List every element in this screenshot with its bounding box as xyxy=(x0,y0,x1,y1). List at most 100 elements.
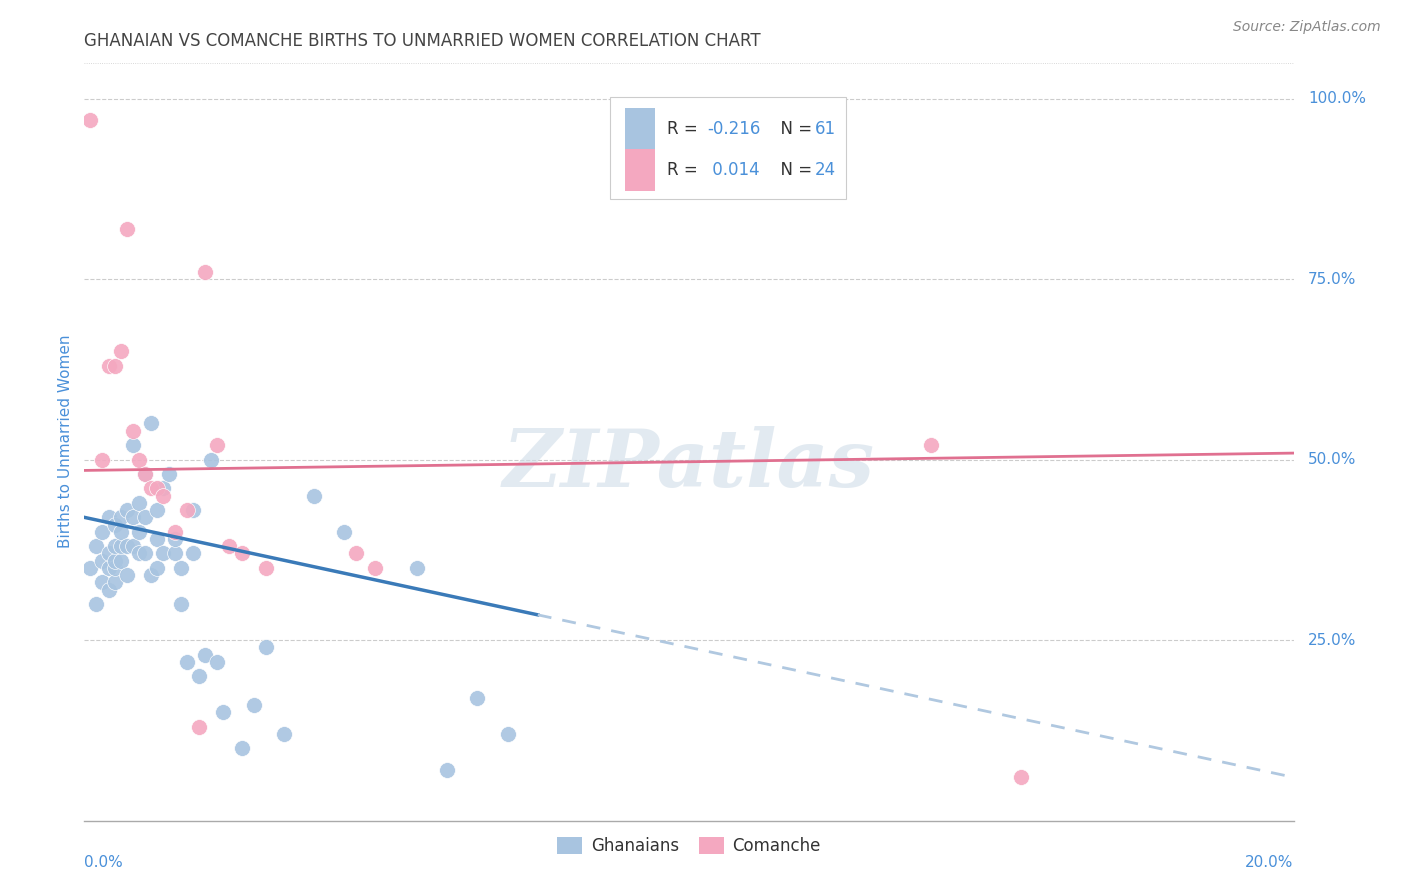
Point xyxy=(104,554,127,568)
Text: 75.0%: 75.0% xyxy=(1308,271,1357,286)
Point xyxy=(406,561,429,575)
Point xyxy=(273,727,295,741)
Point xyxy=(110,524,132,539)
Point xyxy=(86,539,108,553)
Point xyxy=(115,503,138,517)
Legend: Ghanaians, Comanche: Ghanaians, Comanche xyxy=(551,830,827,862)
Point xyxy=(333,524,356,539)
Point xyxy=(181,503,204,517)
Point xyxy=(157,467,180,481)
Point xyxy=(121,510,143,524)
Point xyxy=(231,741,253,756)
Point xyxy=(170,597,193,611)
Point xyxy=(115,568,138,582)
Text: R =: R = xyxy=(668,120,703,138)
Point xyxy=(165,524,187,539)
Point xyxy=(170,561,193,575)
Text: GHANAIAN VS COMANCHE BIRTHS TO UNMARRIED WOMEN CORRELATION CHART: GHANAIAN VS COMANCHE BIRTHS TO UNMARRIED… xyxy=(84,32,761,50)
Point xyxy=(134,467,156,481)
Point xyxy=(496,727,519,741)
Point xyxy=(91,554,114,568)
Point xyxy=(104,359,127,373)
Point xyxy=(110,344,132,359)
Text: 50.0%: 50.0% xyxy=(1308,452,1357,467)
Point xyxy=(139,417,162,431)
Point xyxy=(128,524,150,539)
Point xyxy=(104,575,127,590)
Point xyxy=(134,546,156,560)
Text: N =: N = xyxy=(770,120,817,138)
Point xyxy=(91,575,114,590)
FancyBboxPatch shape xyxy=(624,149,655,191)
Text: 100.0%: 100.0% xyxy=(1308,91,1367,106)
Point xyxy=(152,546,174,560)
Point xyxy=(104,561,127,575)
Point xyxy=(128,546,150,560)
Text: 20.0%: 20.0% xyxy=(1246,855,1294,870)
Point xyxy=(128,496,150,510)
Point xyxy=(363,561,385,575)
Point xyxy=(181,546,204,560)
Point xyxy=(121,539,143,553)
Point xyxy=(146,532,169,546)
Point xyxy=(128,452,150,467)
Point xyxy=(97,510,120,524)
Text: ZIPatlas: ZIPatlas xyxy=(503,425,875,503)
Point xyxy=(254,561,277,575)
Point xyxy=(79,113,101,128)
Point xyxy=(121,438,143,452)
Point xyxy=(86,597,108,611)
Text: R =: R = xyxy=(668,161,703,179)
Point xyxy=(188,669,211,683)
Text: 61: 61 xyxy=(814,120,835,138)
Point xyxy=(920,438,942,452)
Point xyxy=(97,582,120,597)
Point xyxy=(146,503,169,517)
Point xyxy=(134,510,156,524)
Point xyxy=(146,482,169,496)
Point xyxy=(302,489,325,503)
Point xyxy=(91,524,114,539)
Text: -0.216: -0.216 xyxy=(707,120,761,138)
Point xyxy=(97,561,120,575)
Point xyxy=(200,452,222,467)
Text: 0.014: 0.014 xyxy=(707,161,759,179)
Point xyxy=(121,424,143,438)
Point xyxy=(110,554,132,568)
Point xyxy=(104,539,127,553)
Point xyxy=(188,720,211,734)
Point xyxy=(176,655,198,669)
Text: 25.0%: 25.0% xyxy=(1308,632,1357,648)
Point xyxy=(207,438,229,452)
FancyBboxPatch shape xyxy=(610,96,846,199)
Text: Source: ZipAtlas.com: Source: ZipAtlas.com xyxy=(1233,20,1381,34)
Point xyxy=(242,698,264,712)
Point xyxy=(254,640,277,655)
Point xyxy=(110,539,132,553)
FancyBboxPatch shape xyxy=(624,109,655,150)
Point xyxy=(194,648,217,662)
Point xyxy=(146,561,169,575)
Point xyxy=(134,467,156,481)
Point xyxy=(139,482,162,496)
Point xyxy=(97,359,120,373)
Point xyxy=(165,532,187,546)
Point xyxy=(467,690,489,705)
Point xyxy=(139,568,162,582)
Point xyxy=(91,452,114,467)
Point xyxy=(436,763,458,777)
Y-axis label: Births to Unmarried Women: Births to Unmarried Women xyxy=(58,334,73,549)
Point xyxy=(165,546,187,560)
Point xyxy=(115,539,138,553)
Point xyxy=(110,510,132,524)
Point xyxy=(152,482,174,496)
Text: N =: N = xyxy=(770,161,817,179)
Point xyxy=(176,503,198,517)
Text: 0.0%: 0.0% xyxy=(84,855,124,870)
Point xyxy=(115,221,138,235)
Point xyxy=(104,517,127,532)
Point xyxy=(212,706,235,720)
Point xyxy=(231,546,253,560)
Point xyxy=(79,561,101,575)
Point xyxy=(218,539,240,553)
